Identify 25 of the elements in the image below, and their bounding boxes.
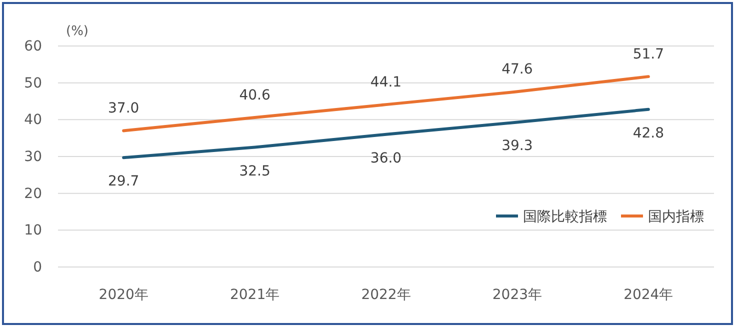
- y-tick-label: 40: [24, 112, 42, 128]
- legend-label: 国際比較指標: [523, 209, 607, 225]
- data-label: 32.5: [239, 163, 270, 180]
- legend-label: 国内指標: [648, 209, 704, 225]
- x-tick-label: 2023年: [492, 286, 542, 303]
- data-label: 36.0: [370, 150, 402, 166]
- data-label: 29.7: [108, 174, 140, 190]
- data-label: 40.6: [239, 87, 270, 104]
- y-tick-label: 10: [24, 222, 42, 239]
- data-label: 44.1: [370, 74, 402, 91]
- x-tick-label: 2024年: [624, 286, 674, 303]
- y-tick-label: 60: [24, 38, 42, 54]
- y-tick-label: 50: [24, 75, 42, 92]
- data-label: 37.0: [108, 100, 140, 117]
- data-label: 39.3: [502, 138, 533, 154]
- data-label: 51.7: [632, 46, 664, 63]
- y-tick-label: 0: [33, 259, 42, 276]
- y-tick-label: 30: [24, 148, 42, 165]
- x-tick-label: 2022年: [361, 286, 411, 303]
- y-axis-title: (%): [66, 24, 88, 39]
- y-tick-label: 20: [24, 186, 42, 202]
- x-tick-label: 2020年: [98, 286, 148, 303]
- data-label: 47.6: [502, 62, 533, 78]
- data-label: 42.8: [632, 125, 664, 142]
- x-tick-label: 2021年: [230, 286, 280, 303]
